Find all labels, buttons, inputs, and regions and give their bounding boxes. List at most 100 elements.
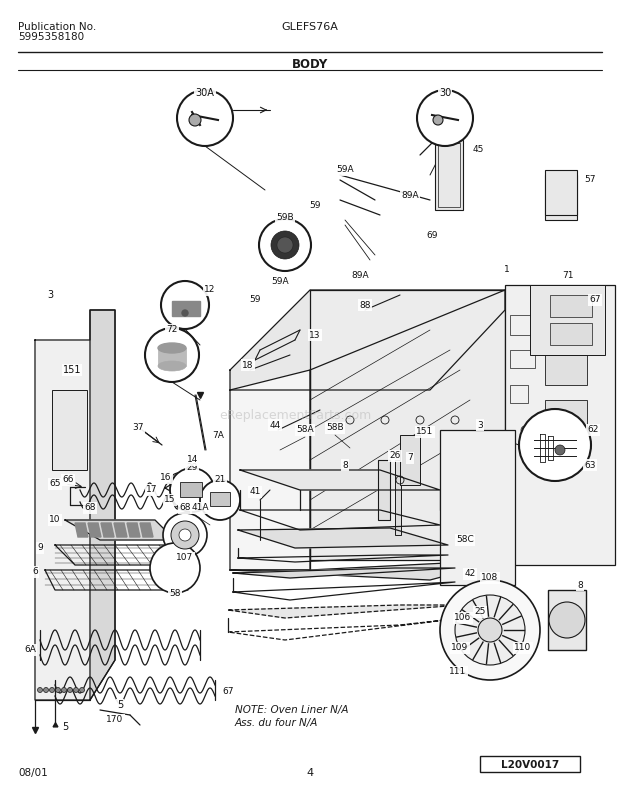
Circle shape bbox=[179, 529, 191, 541]
Text: 4: 4 bbox=[306, 768, 314, 778]
Circle shape bbox=[177, 90, 233, 146]
Text: 14: 14 bbox=[187, 456, 198, 464]
Text: 18: 18 bbox=[242, 360, 254, 369]
Text: 13: 13 bbox=[309, 330, 321, 340]
Circle shape bbox=[455, 595, 525, 665]
Text: 57: 57 bbox=[584, 175, 596, 184]
Bar bbox=[480, 756, 580, 772]
Polygon shape bbox=[240, 470, 440, 490]
Text: 08/01: 08/01 bbox=[18, 768, 48, 778]
Bar bbox=[435, 140, 463, 210]
Text: 9: 9 bbox=[37, 544, 43, 553]
Text: 7A: 7A bbox=[212, 430, 224, 440]
Text: Ass. du four N/A: Ass. du four N/A bbox=[235, 718, 319, 728]
Bar bbox=[545, 355, 587, 385]
Bar bbox=[395, 460, 401, 535]
Text: 67: 67 bbox=[589, 295, 601, 305]
Text: 16: 16 bbox=[160, 473, 172, 483]
Text: 59: 59 bbox=[249, 295, 261, 305]
Text: 21: 21 bbox=[215, 476, 226, 484]
Text: 111: 111 bbox=[450, 668, 467, 676]
Text: 25: 25 bbox=[474, 607, 485, 616]
Bar bbox=[545, 310, 587, 340]
Polygon shape bbox=[233, 568, 455, 578]
Text: 151: 151 bbox=[63, 365, 81, 375]
Bar bbox=[172, 301, 200, 316]
Text: 41A: 41A bbox=[191, 503, 209, 512]
Bar bbox=[210, 492, 230, 506]
Polygon shape bbox=[228, 605, 462, 618]
Text: 12: 12 bbox=[205, 286, 216, 295]
Circle shape bbox=[200, 480, 240, 520]
Text: 6A: 6A bbox=[24, 646, 36, 654]
Polygon shape bbox=[90, 310, 115, 700]
Circle shape bbox=[271, 231, 299, 259]
Circle shape bbox=[182, 310, 188, 316]
Bar bbox=[505, 285, 615, 565]
Text: 5995358180: 5995358180 bbox=[18, 32, 84, 42]
Circle shape bbox=[440, 580, 540, 680]
Text: 58A: 58A bbox=[296, 426, 314, 434]
Circle shape bbox=[68, 688, 73, 692]
Bar bbox=[550, 323, 592, 345]
Bar bbox=[52, 390, 87, 470]
Bar bbox=[548, 590, 586, 650]
Text: 108: 108 bbox=[481, 573, 498, 583]
Circle shape bbox=[50, 688, 55, 692]
Bar bbox=[545, 170, 577, 215]
Polygon shape bbox=[101, 523, 114, 537]
Text: 29: 29 bbox=[187, 464, 198, 472]
Circle shape bbox=[171, 473, 185, 487]
Text: 8: 8 bbox=[342, 461, 348, 469]
Bar bbox=[400, 435, 420, 485]
Text: 110: 110 bbox=[515, 643, 531, 653]
Text: 41: 41 bbox=[249, 488, 260, 496]
Polygon shape bbox=[230, 560, 505, 580]
Circle shape bbox=[433, 115, 443, 125]
Polygon shape bbox=[230, 290, 505, 390]
Bar bbox=[510, 385, 528, 403]
Text: 68: 68 bbox=[179, 503, 191, 512]
Bar bbox=[550, 295, 592, 317]
Text: 71: 71 bbox=[562, 271, 574, 279]
Circle shape bbox=[170, 468, 214, 512]
Circle shape bbox=[277, 237, 293, 253]
Text: 6: 6 bbox=[32, 568, 38, 576]
Text: 8: 8 bbox=[577, 580, 583, 589]
Polygon shape bbox=[230, 370, 310, 570]
Bar bbox=[158, 348, 186, 366]
Polygon shape bbox=[238, 528, 448, 548]
Circle shape bbox=[519, 409, 591, 481]
Circle shape bbox=[417, 90, 473, 146]
Polygon shape bbox=[114, 523, 127, 537]
Text: 59: 59 bbox=[309, 201, 321, 210]
Ellipse shape bbox=[158, 343, 186, 353]
Text: 106: 106 bbox=[454, 614, 472, 622]
Text: 30: 30 bbox=[439, 88, 451, 98]
Polygon shape bbox=[65, 520, 175, 540]
Polygon shape bbox=[88, 523, 101, 537]
Polygon shape bbox=[75, 523, 88, 537]
Circle shape bbox=[61, 688, 66, 692]
Circle shape bbox=[177, 487, 187, 497]
Text: 63: 63 bbox=[584, 461, 596, 469]
Text: 17: 17 bbox=[146, 485, 157, 495]
Polygon shape bbox=[35, 310, 115, 700]
Circle shape bbox=[478, 618, 502, 642]
Bar bbox=[510, 350, 535, 368]
Circle shape bbox=[145, 328, 199, 382]
Text: 58B: 58B bbox=[326, 423, 344, 433]
Circle shape bbox=[74, 688, 79, 692]
Circle shape bbox=[56, 688, 61, 692]
Text: 170: 170 bbox=[107, 715, 123, 724]
Text: 3: 3 bbox=[47, 290, 53, 300]
Text: 44: 44 bbox=[269, 421, 281, 430]
Text: 65: 65 bbox=[49, 480, 61, 488]
Bar bbox=[545, 175, 577, 220]
Bar bbox=[180, 482, 202, 497]
Text: 45: 45 bbox=[472, 145, 484, 155]
Polygon shape bbox=[127, 523, 140, 537]
Bar bbox=[510, 315, 535, 335]
Circle shape bbox=[150, 543, 200, 593]
Circle shape bbox=[79, 688, 84, 692]
